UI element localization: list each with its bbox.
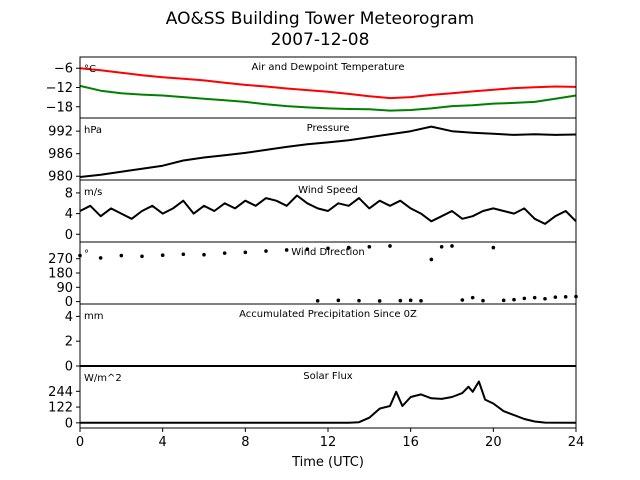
data-point	[119, 253, 124, 258]
x-tick-label: 4	[159, 435, 167, 450]
y-tick-label: 270	[48, 252, 73, 267]
panel-title: Wind Direction	[291, 247, 365, 258]
y-tick-label: 2	[65, 335, 73, 350]
data-point	[470, 295, 475, 300]
data-point	[222, 251, 227, 255]
data-point	[543, 296, 547, 301]
data-point	[522, 296, 527, 301]
data-point	[460, 298, 465, 302]
y-tick-label: 0	[65, 360, 73, 375]
chart-title: AO&SS Building Tower Meteorogram	[166, 9, 474, 29]
y-tick-label: 4	[65, 310, 73, 325]
data-point	[398, 298, 403, 303]
data-point	[439, 244, 444, 249]
x-tick-label: 8	[241, 435, 249, 450]
data-point	[388, 244, 392, 248]
data-point	[408, 298, 413, 303]
y-tick-label: 0	[65, 416, 73, 431]
data-point	[98, 256, 103, 260]
x-tick-label: 12	[320, 435, 337, 450]
data-point	[429, 257, 434, 262]
unit-label: °C	[84, 64, 96, 75]
y-tick-label: 244	[48, 385, 73, 400]
unit-label: mm	[84, 311, 103, 322]
panel-3: 0 4 8 m/s Wind Speed	[65, 179, 577, 243]
data-point	[450, 244, 454, 248]
panel-title: Wind Speed	[298, 185, 358, 196]
data-point	[264, 249, 268, 253]
series-line-1	[79, 125, 577, 178]
y-tick-label: −18	[46, 100, 73, 115]
y-tick-label: −6	[54, 62, 73, 77]
data-point	[305, 247, 310, 251]
y-tick-label: 90	[56, 281, 73, 296]
data-point	[357, 298, 361, 303]
unit-label: W/m^2	[84, 373, 122, 384]
data-point	[202, 252, 206, 257]
series-line-1	[80, 380, 577, 424]
data-point	[532, 295, 537, 300]
panel-5: 0 2 4 mm Accumulated Precipitation Since 0Z	[65, 303, 577, 375]
panel-title: Pressure	[307, 123, 350, 134]
series-line-1	[79, 194, 577, 225]
data-point	[377, 299, 382, 303]
data-point	[481, 298, 485, 303]
unit-label: m/s	[84, 187, 102, 198]
x-tick-label: 0	[76, 435, 84, 450]
panel-2: 980 986 992 hPa Pressure	[48, 117, 577, 185]
data-point	[315, 299, 320, 303]
y-tick-label: 0	[65, 295, 73, 310]
data-point	[140, 254, 144, 259]
y-tick-label: 980	[48, 170, 73, 185]
data-point	[284, 248, 289, 252]
data-point	[160, 253, 165, 257]
x-tick-label: 20	[485, 435, 502, 450]
series-line-2	[79, 84, 577, 112]
data-point	[367, 244, 372, 249]
data-point	[326, 246, 330, 251]
panel-title: Accumulated Precipitation Since 0Z	[239, 309, 417, 320]
series-line-1	[79, 67, 577, 100]
y-tick-label: 122	[48, 401, 73, 416]
y-tick-label: −12	[46, 81, 73, 96]
chart-subtitle: 2007-12-08	[271, 30, 370, 50]
data-point	[501, 298, 506, 303]
y-tick-label: 4	[65, 207, 73, 222]
data-point	[419, 299, 423, 303]
x-axis: 0 4 8 12 16 20 24	[76, 428, 584, 450]
data-point	[346, 245, 351, 250]
data-point	[336, 298, 341, 303]
y-tick-label: 992	[48, 125, 73, 140]
y-tick-label: 0	[65, 228, 73, 243]
y-tick-label: 986	[48, 147, 73, 162]
data-point	[553, 295, 558, 299]
data-point	[243, 250, 248, 255]
panel-title: Air and Dewpoint Temperature	[252, 62, 405, 73]
panel-title: Solar Flux	[303, 371, 353, 382]
y-tick-label: 8	[65, 186, 73, 201]
unit-label: hPa	[84, 125, 102, 136]
x-tick-label: 16	[402, 435, 419, 450]
x-tick-label: 24	[568, 435, 585, 450]
chart-panels: −18 −12 −6 °C Air and Dewpoint Temperature 98…	[46, 56, 578, 431]
panel-1: −18 −12 −6 °C Air and Dewpoint Temperature	[46, 56, 577, 119]
y-tick-label: 180	[48, 267, 73, 282]
data-point	[563, 295, 568, 299]
unit-label: °	[84, 249, 89, 260]
x-axis-label: Time (UTC)	[291, 455, 364, 470]
data-point	[181, 252, 186, 257]
data-point	[512, 297, 516, 302]
data-point	[491, 245, 496, 250]
